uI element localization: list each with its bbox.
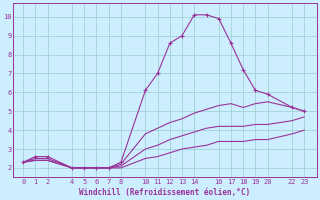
X-axis label: Windchill (Refroidissement éolien,°C): Windchill (Refroidissement éolien,°C) bbox=[79, 188, 251, 197]
